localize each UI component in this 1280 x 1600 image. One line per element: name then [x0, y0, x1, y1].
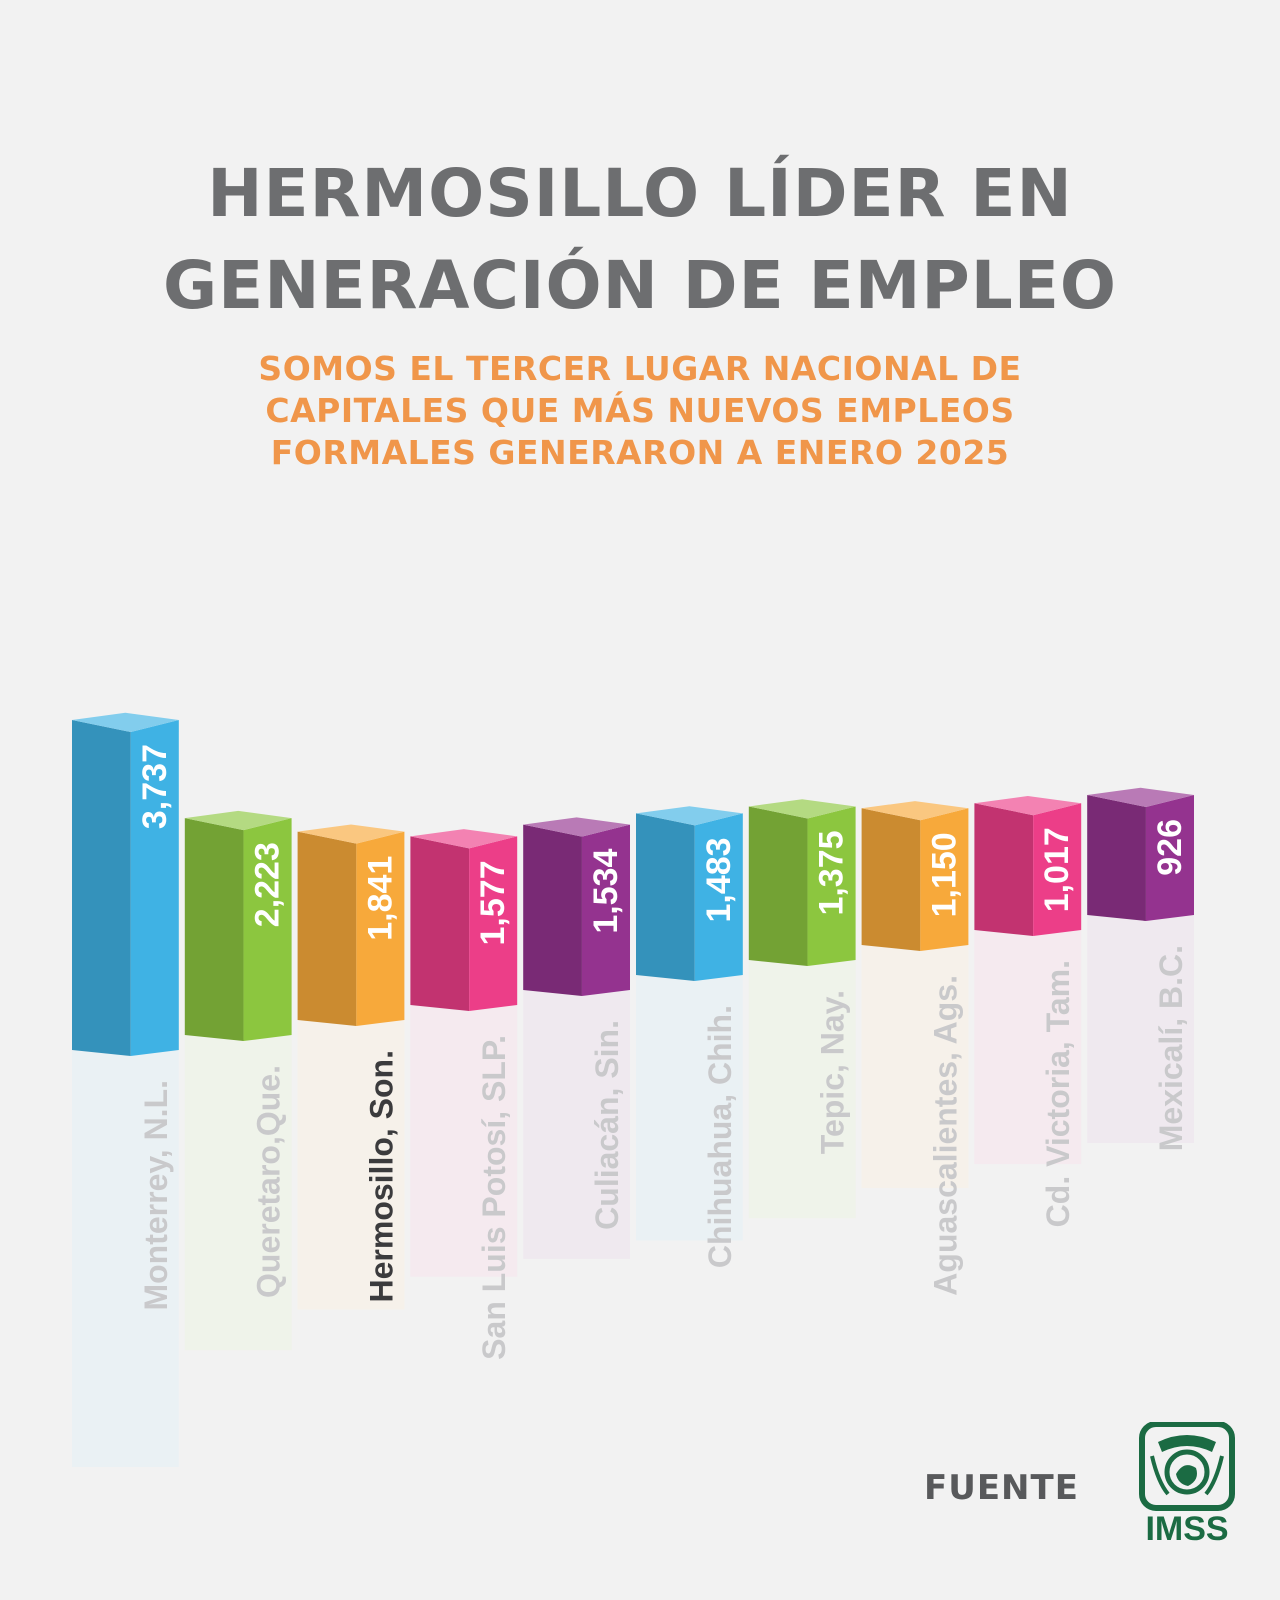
page-subtitle: SOMOS EL TERCER LUGAR NACIONAL DE CAPITA… — [0, 348, 1280, 474]
bar-reflection — [184, 1035, 292, 1351]
bar-side-face — [72, 720, 131, 1056]
subtitle-line-1: SOMOS EL TERCER LUGAR NACIONAL DE — [258, 349, 1022, 388]
category-label: Aguascalientes, Ags. — [927, 975, 963, 1296]
bar-value-label: 1,577 — [474, 860, 512, 945]
bar — [581, 824, 630, 996]
bar-top-face — [861, 801, 969, 821]
bar-top-face — [636, 806, 743, 826]
category-label: Hermosillo, Son. — [363, 1050, 399, 1302]
category-label: Culiacán, Sin. — [589, 1020, 625, 1230]
bar-side-face — [523, 824, 582, 996]
bar — [1145, 795, 1194, 921]
bar-side-face — [861, 808, 921, 951]
bar-side-face — [297, 831, 357, 1026]
category-labels: Monterrey, N.L. Queretaro,Que. Hermosillo,… — [138, 945, 1189, 1360]
category-label: Tepic, Nay. — [815, 990, 851, 1154]
bar-top-face — [410, 829, 518, 849]
bar-reflection — [861, 945, 969, 1189]
bar-side-face — [410, 836, 470, 1011]
category-label: Queretaro,Que. — [251, 1065, 287, 1298]
bar-side-face — [748, 806, 808, 966]
employment-bar-chart: 3,737 2,223 1,841 1,577 1,534 1,483 1,375 1,150… — [72, 712, 1194, 1467]
title-line-1: HERMOSILLO LÍDER EN — [207, 155, 1073, 232]
bar-reflection — [410, 1005, 518, 1277]
bar-reflection — [636, 975, 743, 1241]
bar-side-face — [1087, 795, 1146, 921]
bars-group: 3,737 2,223 1,841 1,577 1,534 1,483 1,375 1,150… — [72, 712, 1194, 1056]
bar-top-face — [1087, 787, 1194, 807]
subtitle-line-3: FORMALES GENERARON A ENERO 2025 — [270, 433, 1010, 472]
bar-reflections — [72, 915, 1194, 1467]
bar-value-label: 1,375 — [813, 830, 851, 915]
bar — [694, 813, 743, 981]
bar — [1033, 803, 1082, 936]
bar — [920, 808, 969, 951]
bar — [356, 831, 405, 1026]
logo-text: IMSS — [1145, 1510, 1228, 1546]
category-label: Cd. Victoria, Tam. — [1040, 960, 1076, 1227]
bar-value-label: 1,150 — [925, 832, 963, 917]
bar-value-label: 3,737 — [136, 744, 174, 829]
bar-value-label: 926 — [1151, 819, 1189, 876]
bar-value-label: 1,841 — [361, 856, 399, 941]
bar-top-face — [523, 817, 630, 837]
bar-side-face — [974, 803, 1034, 936]
bar-reflection — [72, 1050, 179, 1467]
page-title: HERMOSILLO LÍDER EN GENERACIÓN DE EMPLEO — [0, 148, 1280, 332]
subtitle-line-2: CAPITALES QUE MÁS NUEVOS EMPLEOS — [265, 391, 1015, 430]
bar — [807, 806, 856, 966]
bar-top-face — [974, 796, 1082, 816]
bar-top-face — [748, 799, 856, 819]
category-label: San Luis Potosí, SLP. — [476, 1035, 512, 1360]
bar-reflection — [748, 960, 856, 1219]
bar — [469, 836, 518, 1011]
title-line-2: GENERACIÓN DE EMPLEO — [162, 247, 1118, 324]
bar-value-label: 1,483 — [700, 837, 738, 922]
bar-reflection — [297, 1020, 405, 1310]
bar-value-label: 1,534 — [587, 848, 625, 933]
imss-logo: IMSS — [1139, 1422, 1235, 1546]
bar-reflection — [1087, 915, 1194, 1143]
bar-side-face — [636, 813, 695, 981]
bar-top-face — [72, 712, 179, 732]
bar-reflection — [974, 930, 1082, 1165]
bar-reflection — [523, 990, 630, 1259]
bar-top-face — [297, 824, 405, 844]
category-label: Monterrey, N.L. — [138, 1080, 174, 1311]
category-label: Mexicalí, B.C. — [1153, 945, 1189, 1151]
bar-value-label: 2,223 — [249, 842, 287, 927]
bar — [243, 818, 292, 1041]
bar — [130, 720, 179, 1056]
category-label: Chihuahua, Chih. — [702, 1005, 738, 1268]
bar-value-label: 1,017 — [1038, 827, 1076, 912]
bar-top-face — [184, 810, 292, 831]
bar-side-face — [184, 818, 244, 1041]
source-label: FUENTE — [924, 1468, 1079, 1508]
